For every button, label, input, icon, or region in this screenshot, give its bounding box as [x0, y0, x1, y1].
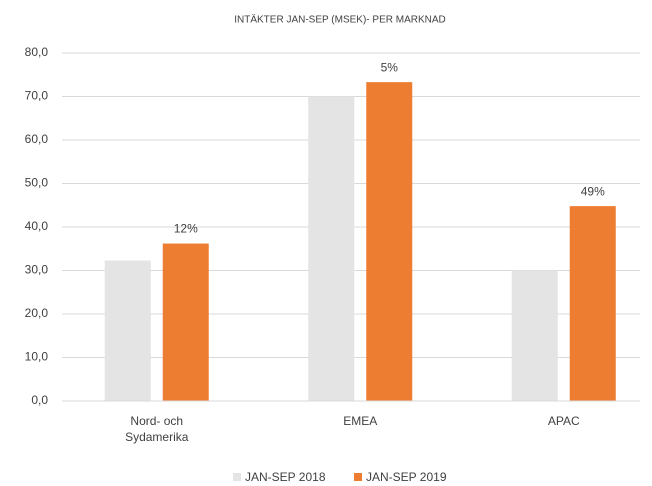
bar	[366, 82, 413, 402]
chart-title: INTÄKTER JAN-SEP (MSEK)- PER MARKNAD	[234, 14, 446, 26]
bar	[162, 243, 209, 401]
legend-label: JAN-SEP 2019	[366, 470, 447, 484]
bar	[511, 270, 558, 401]
legend-label: JAN-SEP 2018	[245, 470, 326, 484]
x-tick-label: EMEA	[343, 414, 378, 428]
y-tick-label: 40,0	[25, 219, 49, 233]
y-tick-label: 60,0	[25, 132, 49, 146]
annotation: 49%	[581, 184, 605, 198]
bar	[569, 206, 616, 401]
y-tick-label: 80,0	[25, 45, 49, 59]
annotation: 5%	[381, 60, 399, 74]
y-tick-label: 0,0	[31, 393, 48, 407]
y-tick-label: 20,0	[25, 306, 49, 320]
legend-swatch	[233, 473, 241, 481]
y-tick-label: 30,0	[25, 263, 49, 277]
x-tick-label: APAC	[547, 414, 580, 428]
annotation: 12%	[174, 222, 198, 236]
y-tick-label: 50,0	[25, 176, 49, 190]
x-tick-label: Nord- och Sydamerika	[125, 414, 189, 444]
bar	[308, 96, 355, 401]
y-tick-label: 70,0	[25, 89, 49, 103]
legend-swatch	[354, 473, 362, 481]
y-tick-label: 10,0	[25, 350, 49, 364]
bar	[104, 260, 151, 401]
